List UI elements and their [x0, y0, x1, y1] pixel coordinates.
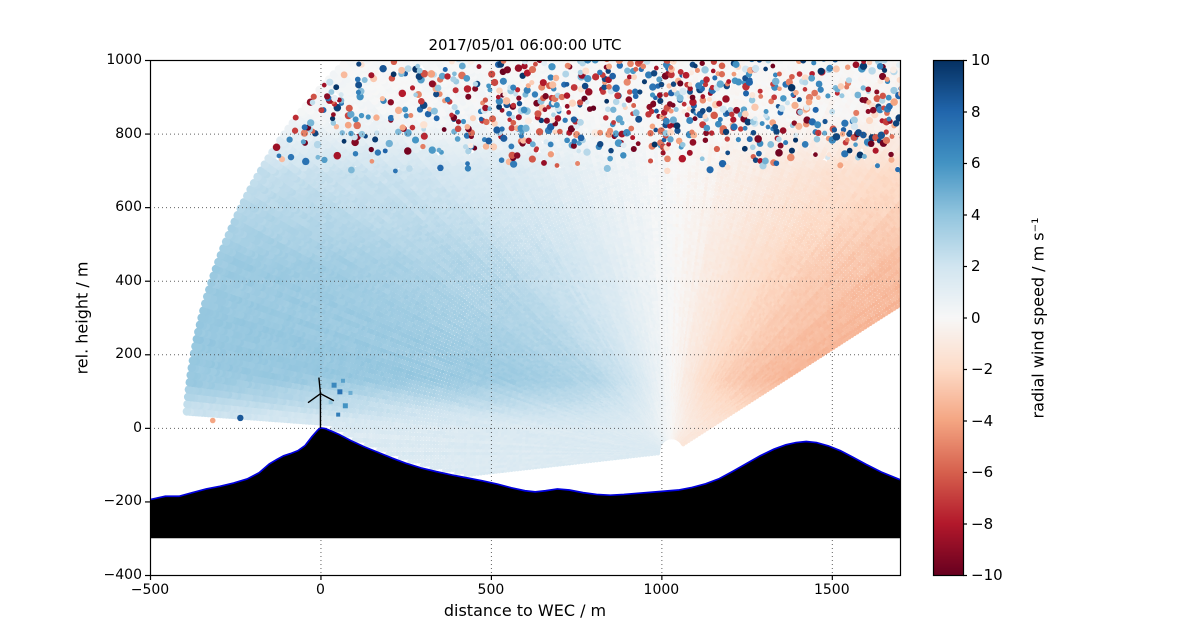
y-tick-label-0: −400 [103, 567, 142, 583]
colorbar-tick-label-5: 0 [971, 308, 981, 327]
y-tick-label-6: 800 [115, 125, 142, 142]
y-tick-label-3: 200 [115, 346, 142, 363]
colorbar-tick-label-8: −6 [971, 463, 994, 481]
colorbar-tick-label-2: 6 [971, 154, 981, 172]
y-tick-label-1: −200 [103, 493, 142, 510]
y-tick-label-5: 600 [115, 199, 142, 216]
colorbar-tick-label-10: −10 [971, 566, 1003, 584]
colorbar-tick-label-0: 10 [971, 51, 991, 69]
y-tick-label-7: 1000 [106, 52, 142, 68]
colorbar-tick-label-6: −2 [971, 360, 994, 378]
colorbar-tick-label-3: 4 [971, 205, 981, 224]
x-tick-label-3: 1000 [643, 582, 680, 598]
colorbar-tick-label-1: 8 [971, 102, 981, 121]
y-tick-label-4: 400 [115, 272, 142, 289]
plot-title: 2017/05/01 06:00:00 UTC [428, 36, 622, 54]
x-tick-label-4: 1500 [813, 582, 850, 598]
colorbar-label: radial wind speed / m s⁻¹ [1028, 217, 1048, 419]
colorbar-tick-label-4: 2 [971, 257, 981, 275]
colorbar-tick-label-9: −8 [971, 514, 994, 533]
x-tick-label-2: 500 [477, 582, 505, 598]
x-tick-label-1: 0 [315, 582, 325, 598]
y-tick-label-2: 0 [133, 419, 142, 436]
colorbar-tick-label-7: −4 [971, 411, 994, 430]
x-tick-label-0: −500 [130, 582, 170, 598]
x-axis-label: distance to WEC / m [443, 601, 607, 620]
